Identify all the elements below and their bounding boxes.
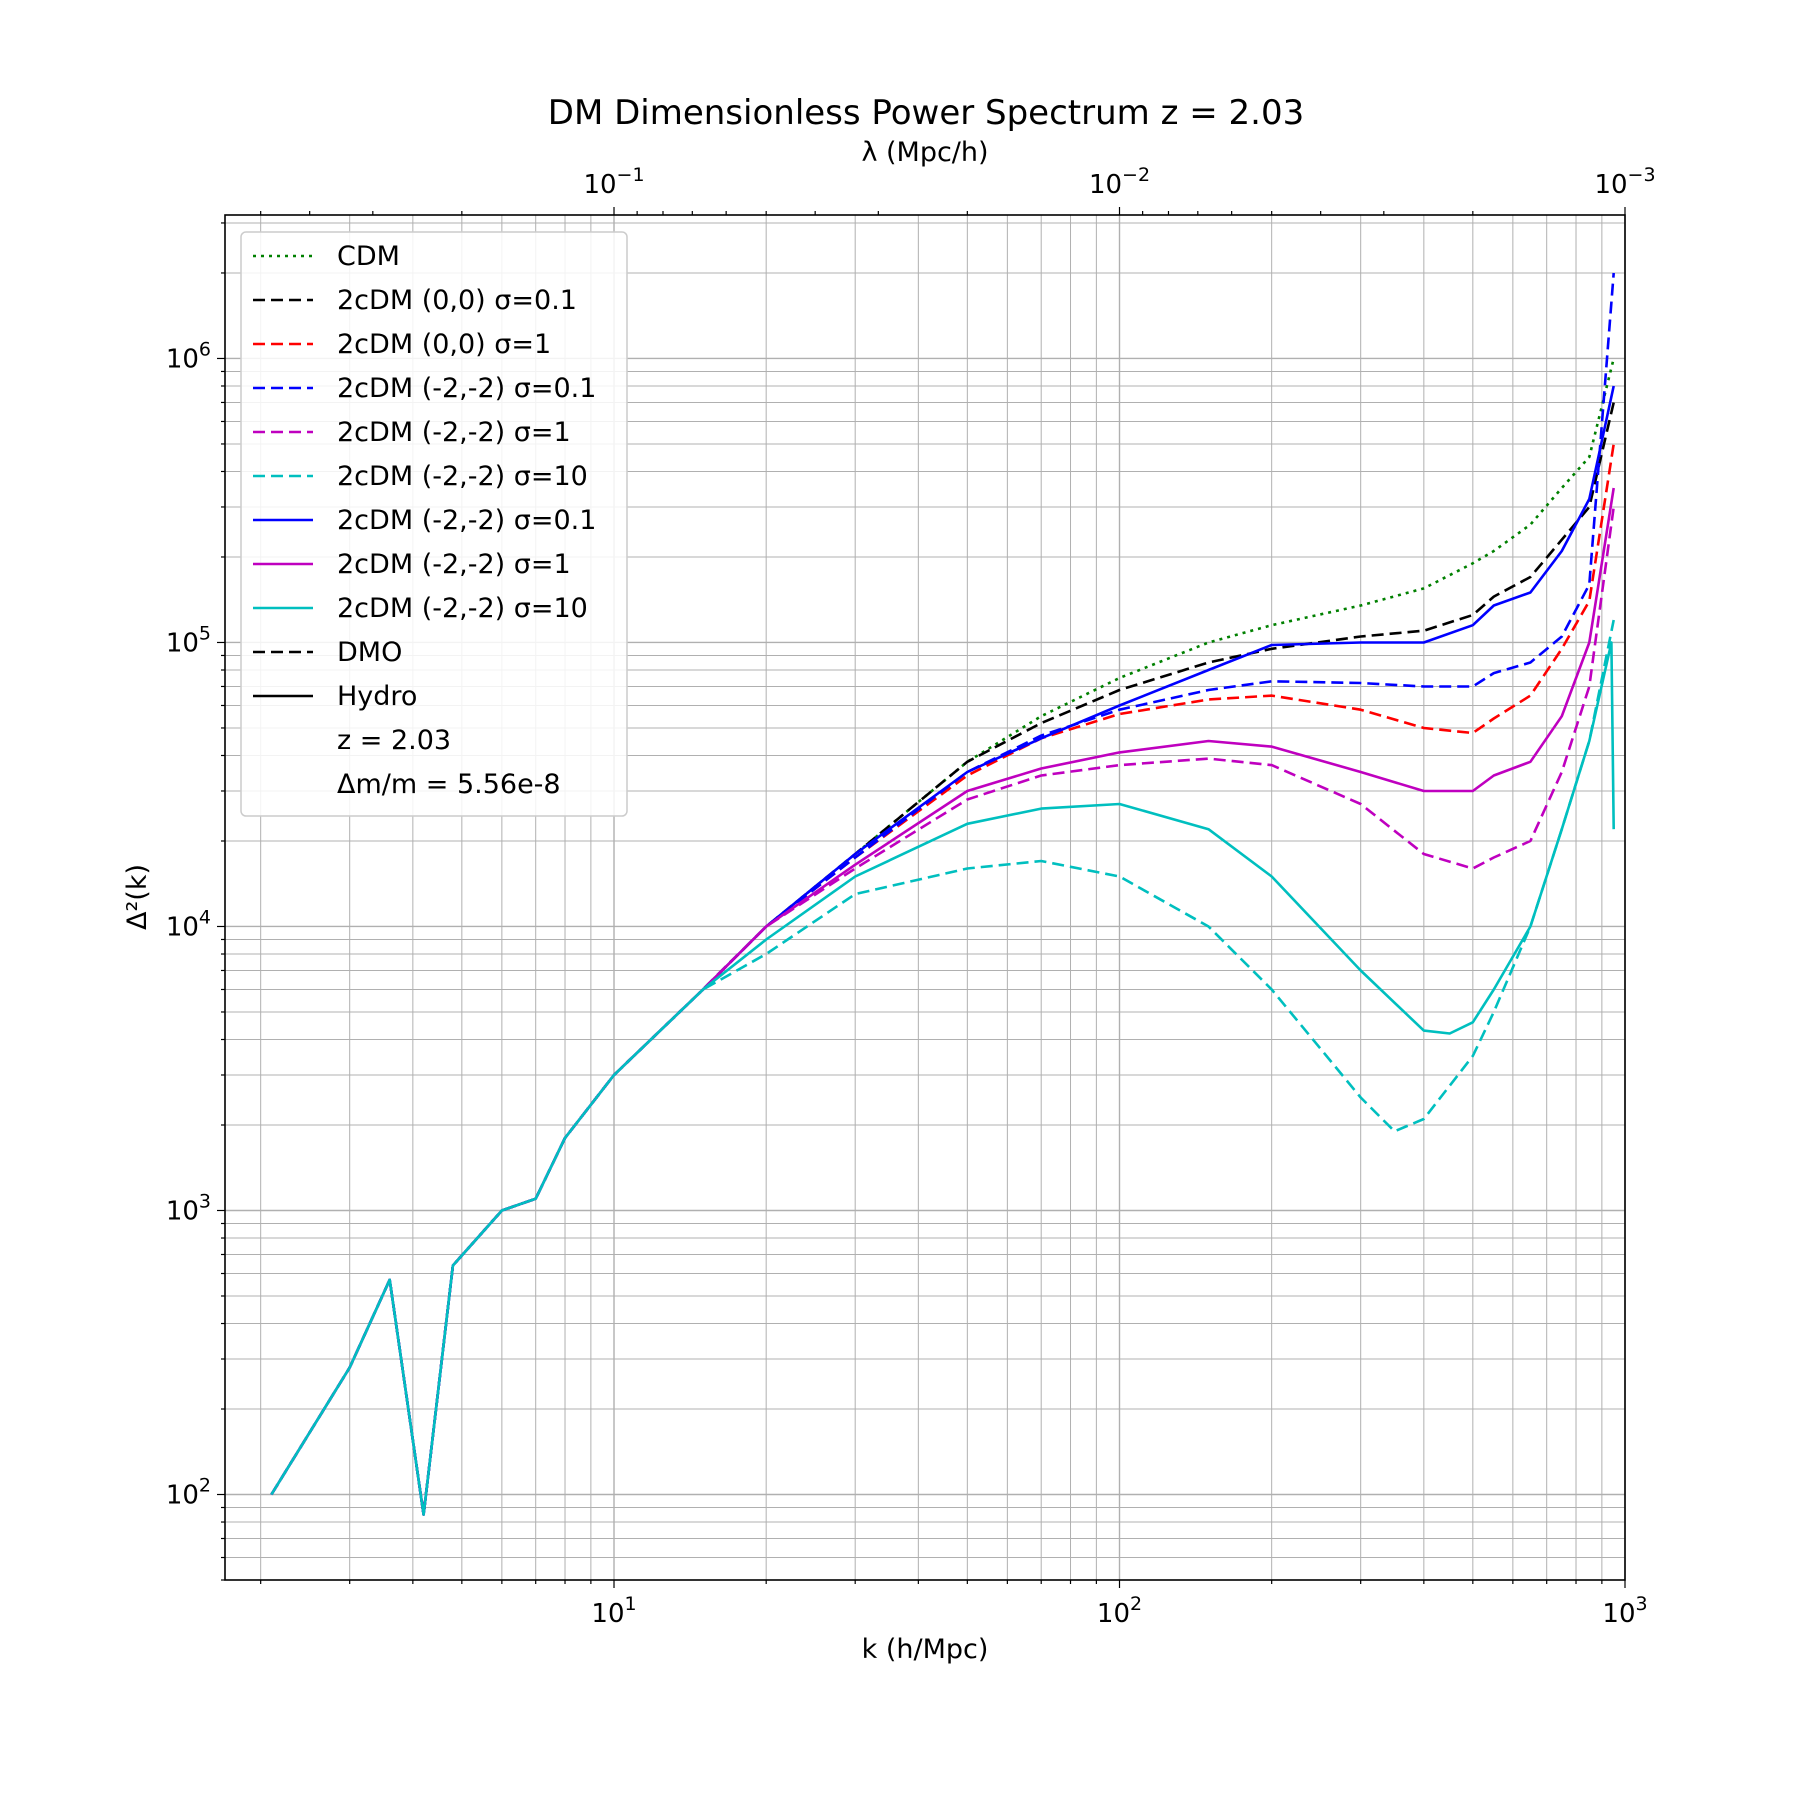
legend-label: 2cDM (-2,-2) σ=1	[337, 549, 571, 580]
plot-area	[270, 272, 1615, 1516]
y-tick-label: 102	[166, 1475, 211, 1511]
legend-note: Δm/m = 5.56e-8	[337, 769, 561, 800]
y-tick-label: 103	[166, 1190, 211, 1226]
legend-label: DMO	[337, 637, 402, 668]
series-line-1	[270, 358, 1615, 1516]
series-line-9	[270, 641, 1615, 1516]
legend-note: z = 2.03	[337, 725, 451, 756]
legend-label: Hydro	[337, 681, 417, 712]
series-line-3	[270, 443, 1615, 1516]
y-tick-label: 105	[166, 622, 211, 658]
top-x-tick-label: 10−1	[583, 164, 644, 200]
x-tick-label: 101	[591, 1593, 636, 1629]
series-line-5	[270, 506, 1615, 1516]
legend-label: 2cDM (-2,-2) σ=0.1	[337, 505, 596, 536]
legend: CDM 2cDM (0,0) σ=0.1 2cDM (0,0) σ=1 2cDM (-…	[240, 231, 628, 817]
x-tick-label: 103	[1602, 1593, 1647, 1629]
top-x-tick-label: 10−2	[1089, 164, 1150, 200]
legend-box	[240, 231, 628, 817]
top-x-axis-label: λ (Mpc/h)	[861, 137, 988, 168]
x-tick-label: 102	[1097, 1593, 1142, 1629]
axis-ticks: 101 102 103 102 103 104 105 106 10−1 10−2 10−3	[166, 164, 1656, 1629]
plot-frame	[224, 214, 1626, 1581]
y-tick-label: 104	[166, 906, 211, 942]
legend-label: CDM	[337, 241, 400, 272]
y-tick-label: 106	[166, 338, 211, 374]
x-axis-label: k (h/Mpc)	[862, 1634, 989, 1665]
series-line-4	[270, 272, 1615, 1516]
top-x-tick-label: 10−3	[1594, 164, 1655, 200]
legend-label: 2cDM (-2,-2) σ=1	[337, 417, 571, 448]
legend-label: 2cDM (-2,-2) σ=10	[337, 593, 588, 624]
legend-label: 2cDM (-2,-2) σ=0.1	[337, 373, 596, 404]
chart-title: DM Dimensionless Power Spectrum z = 2.03	[548, 93, 1304, 133]
legend-label: 2cDM (0,0) σ=0.1	[337, 285, 577, 316]
legend-label: 2cDM (0,0) σ=1	[337, 329, 551, 360]
y-axis-label: Δ²(k)	[122, 864, 153, 930]
series-line-2	[270, 402, 1615, 1516]
legend-label: 2cDM (-2,-2) σ=10	[337, 461, 588, 492]
